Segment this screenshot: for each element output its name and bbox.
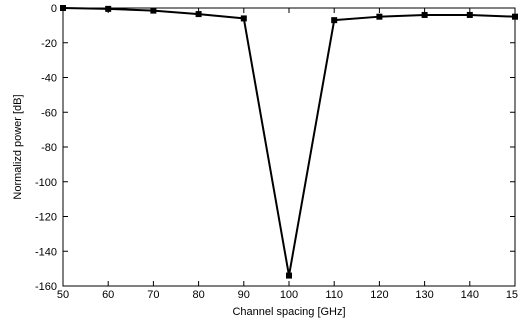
y-tick-label: -120 (35, 212, 57, 224)
y-tick-label: -20 (41, 38, 57, 50)
plot-frame (62, 7, 516, 287)
y-axis-label: Normalizd power [dB] (12, 94, 24, 199)
x-tick-label: 140 (461, 289, 479, 301)
y-tick-label: -140 (35, 246, 57, 258)
data-point (466, 11, 473, 18)
data-point (421, 11, 428, 18)
data-point (195, 11, 202, 18)
data-point (286, 272, 292, 279)
y-tick-label: -160 (35, 281, 57, 293)
x-tick-label: 100 (280, 289, 298, 301)
y-tick-label: -100 (35, 177, 57, 189)
x-tick-label: 60 (102, 289, 114, 301)
x-axis-label: Channel spacing [GHz] (232, 306, 345, 318)
x-tick-label: 80 (192, 289, 204, 301)
tick-labels-layer: 50 60 70 80 90 100 110 120 130 140 150 0 -20 -40 -60 -8… (35, 3, 518, 301)
y-tick-label: -60 (41, 107, 57, 119)
data-point (150, 7, 157, 14)
y-tick-label: 0 (51, 3, 57, 15)
x-tick-label: 90 (238, 289, 250, 301)
x-tick-label: 130 (415, 289, 433, 301)
data-point (105, 5, 112, 12)
x-tick-label: 120 (370, 289, 388, 301)
y-tick-label: -80 (41, 142, 57, 154)
x-tick-label: 150 (506, 289, 518, 301)
y-tick-label: -40 (41, 73, 57, 85)
x-tick-label: 50 (57, 289, 69, 301)
data-point (376, 13, 383, 20)
plot-background (63, 8, 515, 286)
data-point (331, 17, 338, 24)
data-point (240, 15, 247, 22)
x-tick-label: 70 (147, 289, 159, 301)
x-tick-label: 110 (325, 289, 343, 301)
